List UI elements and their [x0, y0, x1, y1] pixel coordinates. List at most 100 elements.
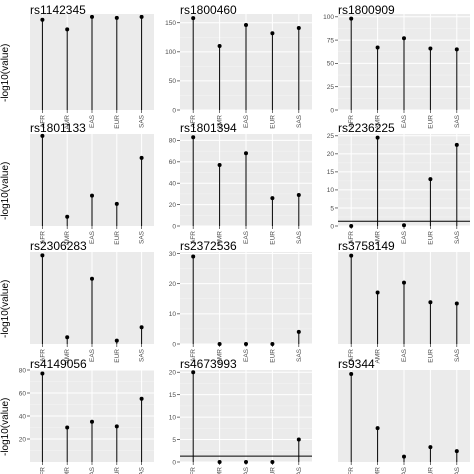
- y-tick-label: 5: [172, 437, 176, 444]
- x-tick-label: SAS: [139, 466, 146, 474]
- lollipop-point: [191, 16, 196, 21]
- x-tick-label: AFR: [39, 467, 46, 474]
- y-tick-label: 0: [330, 223, 334, 230]
- lollipop-point: [65, 214, 70, 219]
- chart-panel: rs4673993 0 5 10 15 20 AFR AMR EAS EUR SAS: [158, 354, 316, 474]
- lollipop-point: [217, 44, 222, 48]
- y-tick-label: 10: [169, 414, 177, 421]
- x-tick-label: EUR: [269, 231, 276, 245]
- lollipop-point: [40, 371, 45, 376]
- y-tick-label: 10: [327, 187, 335, 194]
- lollipop-point: [270, 460, 275, 464]
- chart-title: rs2372536: [180, 239, 237, 253]
- y-tick-label: 80: [19, 367, 27, 374]
- lollipop-point: [296, 329, 301, 334]
- y-tick-label: 50: [327, 61, 335, 68]
- x-tick-label: AMR: [375, 467, 382, 474]
- y-tick-label: 0: [172, 459, 176, 466]
- x-tick-label: SAS: [139, 230, 146, 244]
- x-tick-label: AMR: [64, 115, 71, 130]
- y-tick-label: 15: [169, 392, 177, 399]
- x-tick-label: EAS: [401, 466, 408, 474]
- lollipop-point: [270, 196, 275, 201]
- lollipop-point: [90, 276, 94, 281]
- x-tick-label: SAS: [454, 230, 461, 244]
- y-tick-label: 25: [327, 84, 335, 91]
- lollipop-point: [114, 338, 119, 343]
- y-tick-label: 20: [169, 281, 177, 288]
- chart-panel: rs4149056-log10(value)20406080AFRAMREASE…: [0, 354, 158, 474]
- y-tick-label: 15: [327, 169, 335, 176]
- chart-svg: AFR AMR EAS EUR SAS: [30, 252, 154, 363]
- lollipop-point: [349, 224, 354, 228]
- chart-panel: rs1801394 0 20 40 60 80 AFR AMR EAS EUR SAS: [158, 118, 316, 245]
- lollipop-point: [244, 23, 248, 28]
- x-tick-label: AFR: [348, 231, 355, 244]
- x-tick-label: AMR: [375, 349, 382, 364]
- x-tick-label: AFR: [190, 349, 197, 362]
- x-tick-label: EAS: [401, 348, 408, 362]
- x-tick-label: AMR: [217, 231, 224, 246]
- y-tick-label: 20: [19, 436, 27, 443]
- y-tick-label: 30: [169, 251, 177, 258]
- x-tick-label: AMR: [375, 231, 382, 246]
- x-tick-label: EUR: [427, 467, 434, 474]
- x-tick-label: EAS: [89, 466, 96, 474]
- y-tick-label: 20: [327, 151, 335, 158]
- x-tick-label: SAS: [296, 466, 303, 474]
- chart-svg: 0 5 10 15 20 AFR AMR EAS EUR SAS: [169, 370, 312, 474]
- lollipop-point: [270, 31, 275, 36]
- x-tick-label: EUR: [269, 349, 276, 363]
- x-tick-label: SAS: [454, 114, 461, 128]
- chart-svg: AFR AMR EAS EUR SAS: [338, 252, 470, 363]
- lollipop-point: [402, 454, 406, 459]
- lollipop-point: [375, 135, 380, 140]
- y-tick-label: 20: [169, 370, 177, 377]
- x-tick-label: EAS: [243, 466, 250, 474]
- x-tick-label: EAS: [89, 348, 96, 362]
- chart-panel: rs1800909 0 25 50 75 100 AFR AMR EAS EUR SAS: [316, 0, 474, 129]
- lollipop-point: [296, 192, 301, 197]
- lollipop-point: [428, 300, 433, 305]
- y-tick-label: 50: [169, 78, 177, 85]
- lollipop-point: [402, 280, 406, 285]
- lollipop-point: [65, 27, 70, 32]
- x-tick-label: EUR: [269, 467, 276, 474]
- y-tick-label: 40: [169, 181, 177, 188]
- chart-panel: rs2372536 0 10 20 30 AFR AMR EAS EUR SAS: [158, 236, 316, 363]
- lollipop-point: [296, 437, 301, 442]
- y-tick-label: 0: [172, 223, 176, 230]
- lollipop-point: [296, 25, 301, 30]
- lollipop-point: [402, 223, 406, 228]
- lollipop-point: [217, 342, 222, 346]
- x-tick-label: AFR: [348, 467, 355, 474]
- x-tick-label: SAS: [296, 114, 303, 128]
- x-tick-label: AFR: [190, 231, 197, 244]
- lollipop-point: [139, 155, 144, 160]
- chart-title: rs3758149: [338, 239, 395, 253]
- chart-svg: 0 25 50 75 100 AFR AMR EAS EUR SAS: [323, 14, 470, 129]
- x-tick-label: EUR: [114, 467, 121, 474]
- x-tick-label: EUR: [269, 115, 276, 129]
- chart-title: rs1800909: [338, 3, 395, 17]
- y-tick-label: 40: [19, 413, 27, 420]
- lollipop-point: [375, 426, 380, 431]
- x-tick-label: SAS: [454, 348, 461, 362]
- chart-title: rs9344: [338, 357, 375, 371]
- lollipop-point: [217, 163, 222, 168]
- lollipop-point: [454, 142, 459, 147]
- lollipop-point: [191, 135, 196, 140]
- chart-title: rs1142345: [30, 3, 86, 17]
- chart-svg: 0 20 40 60 80 AFR AMR EAS EUR SAS: [169, 134, 312, 245]
- lollipop-point: [139, 396, 144, 401]
- chart-panel: rs9344 AFR AMR EAS EUR SAS: [316, 354, 474, 474]
- x-tick-label: EUR: [114, 349, 121, 363]
- lollipop-point: [139, 325, 144, 330]
- lollipop-point: [114, 201, 119, 206]
- y-tick-label: 60: [169, 159, 177, 166]
- lollipop-point: [114, 424, 119, 429]
- x-tick-label: AMR: [217, 467, 224, 474]
- lollipop-point: [349, 253, 354, 258]
- x-tick-label: AMR: [375, 115, 382, 130]
